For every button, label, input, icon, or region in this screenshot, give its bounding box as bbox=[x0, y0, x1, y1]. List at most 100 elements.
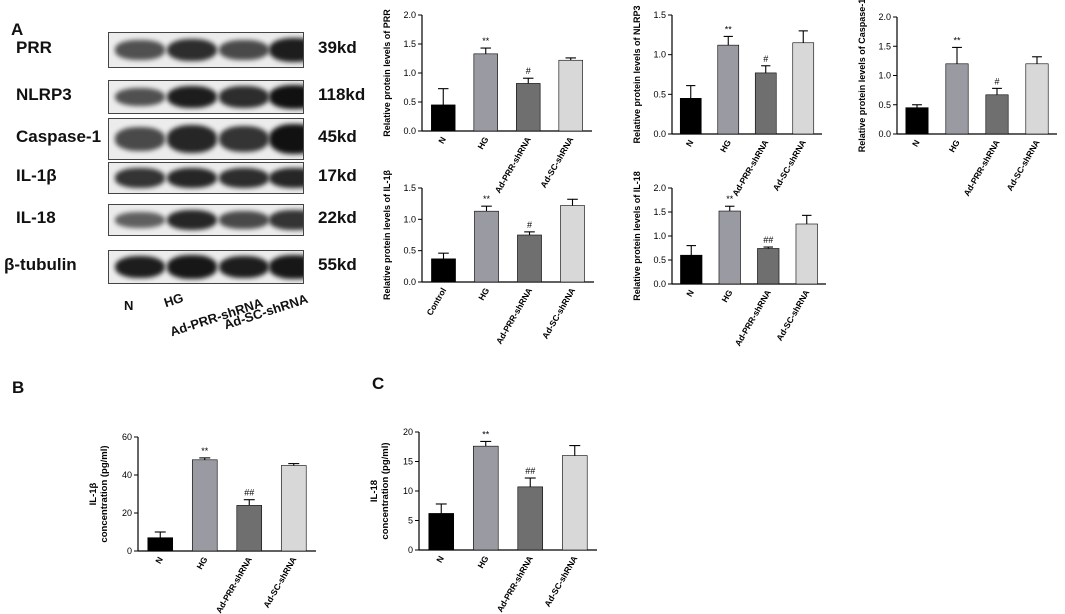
bar bbox=[428, 513, 455, 551]
significance-label: # bbox=[994, 76, 999, 86]
significance-label: # bbox=[763, 54, 768, 64]
blot-band bbox=[115, 255, 165, 279]
blot-molecular-weight: 118kd bbox=[318, 85, 366, 104]
y-tick-label: 1.0 bbox=[403, 214, 416, 224]
y-tick-label: 20 bbox=[122, 508, 132, 518]
x-tick-label: N bbox=[153, 555, 165, 565]
y-tick-label: 0.0 bbox=[878, 129, 891, 139]
y-axis-title: IL-18 bbox=[369, 480, 380, 502]
blot-strip bbox=[108, 204, 304, 236]
y-tick-label: 2.0 bbox=[403, 10, 416, 20]
y-tick-label: 2.0 bbox=[653, 183, 666, 193]
blot-band bbox=[219, 167, 269, 189]
y-tick-label: 1.0 bbox=[653, 50, 666, 60]
blot-band bbox=[167, 167, 217, 189]
blot-band bbox=[167, 85, 217, 109]
significance-label: ** bbox=[201, 446, 209, 456]
x-tick-label: Ad-SC-shRNA bbox=[542, 554, 579, 608]
y-tick-label: 1.0 bbox=[403, 68, 416, 78]
blot-row-label: Caspase-1 bbox=[16, 127, 102, 146]
x-tick-label: N bbox=[684, 288, 696, 298]
y-axis-title: Relative protein levels of IL-1β bbox=[382, 169, 392, 300]
bar bbox=[191, 459, 218, 552]
y-axis-title: Relative protein levels of IL-18 bbox=[632, 171, 642, 301]
blot-strip bbox=[108, 162, 304, 194]
y-tick-label: 1.5 bbox=[653, 207, 666, 217]
y-tick-label: 1.5 bbox=[878, 41, 891, 51]
bar bbox=[561, 455, 588, 551]
y-tick-label: 1.5 bbox=[403, 183, 416, 193]
blot-molecular-weight: 45kd bbox=[318, 127, 357, 146]
significance-label: ** bbox=[482, 36, 490, 46]
blot-strip bbox=[108, 80, 304, 114]
y-tick-label: 1.0 bbox=[653, 231, 666, 241]
blot-band bbox=[115, 40, 165, 60]
x-tick-label: HG bbox=[475, 554, 490, 570]
y-tick-label: 1.5 bbox=[653, 10, 666, 20]
y-tick-label: 0.5 bbox=[653, 255, 666, 265]
x-tick-label: N bbox=[436, 135, 448, 145]
y-axis-title: IL-1β bbox=[88, 482, 99, 505]
blot-strip bbox=[108, 250, 304, 284]
blot-molecular-weight: 55kd bbox=[318, 255, 357, 274]
blot-band bbox=[219, 255, 269, 279]
x-tick-label: Ad-PRR-shRNA bbox=[495, 554, 535, 614]
y-tick-label: 0 bbox=[127, 546, 132, 556]
blot-band bbox=[115, 87, 165, 107]
blot-band bbox=[269, 167, 303, 189]
bar bbox=[474, 210, 499, 283]
y-tick-label: 60 bbox=[122, 432, 132, 442]
x-tick-label: N bbox=[684, 138, 696, 148]
y-axis-title: Relative protein levels of NLRP3 bbox=[632, 5, 642, 143]
blot-band bbox=[219, 211, 269, 229]
panel-letter-c: C bbox=[372, 374, 385, 393]
panel-letter-b: B bbox=[12, 378, 25, 397]
x-tick-label: N bbox=[910, 138, 922, 148]
significance-label: ** bbox=[726, 194, 734, 204]
blot-band bbox=[219, 39, 269, 61]
blot-band bbox=[269, 85, 303, 109]
x-tick-label: N bbox=[434, 554, 446, 564]
blot-band bbox=[269, 255, 303, 279]
blot-band bbox=[167, 125, 217, 153]
bar bbox=[472, 445, 499, 551]
blot-band bbox=[269, 37, 303, 63]
bar bbox=[280, 465, 307, 552]
y-tick-label: 2.0 bbox=[878, 12, 891, 22]
y-tick-label: 1.5 bbox=[403, 39, 416, 49]
blot-band bbox=[269, 210, 303, 230]
blot-row-label: NLRP3 bbox=[16, 85, 72, 104]
y-axis-title: Relative protein levels of PRR bbox=[382, 9, 392, 137]
y-tick-label: 10 bbox=[403, 486, 413, 496]
blot-molecular-weight: 22kd bbox=[318, 208, 357, 227]
y-tick-label: 0.0 bbox=[653, 129, 666, 139]
blot-row-label: IL-1β bbox=[16, 166, 57, 185]
y-tick-label: 0.5 bbox=[878, 100, 891, 110]
y-tick-label: 15 bbox=[403, 457, 413, 467]
significance-label: # bbox=[526, 66, 531, 76]
blot-band bbox=[167, 209, 217, 231]
blot-strip bbox=[108, 118, 304, 160]
y-axis-title: concentration (pg/ml) bbox=[99, 445, 110, 542]
y-tick-label: 0.0 bbox=[403, 126, 416, 136]
y-axis-title: Relative protein levels of Caspase-1 bbox=[857, 0, 867, 152]
blot-band bbox=[269, 124, 303, 154]
blot-molecular-weight: 39kd bbox=[318, 38, 357, 57]
y-tick-label: 1.0 bbox=[878, 71, 891, 81]
panel-letter-a: A bbox=[11, 20, 24, 39]
y-tick-label: 20 bbox=[403, 427, 413, 437]
y-tick-label: 0.0 bbox=[653, 279, 666, 289]
y-tick-label: 40 bbox=[122, 470, 132, 480]
blot-band bbox=[219, 86, 269, 108]
y-tick-label: 5 bbox=[408, 516, 413, 526]
significance-label: ** bbox=[725, 24, 733, 34]
bar bbox=[236, 505, 263, 552]
significance-label: ** bbox=[483, 194, 491, 204]
significance-label: ** bbox=[482, 429, 490, 439]
